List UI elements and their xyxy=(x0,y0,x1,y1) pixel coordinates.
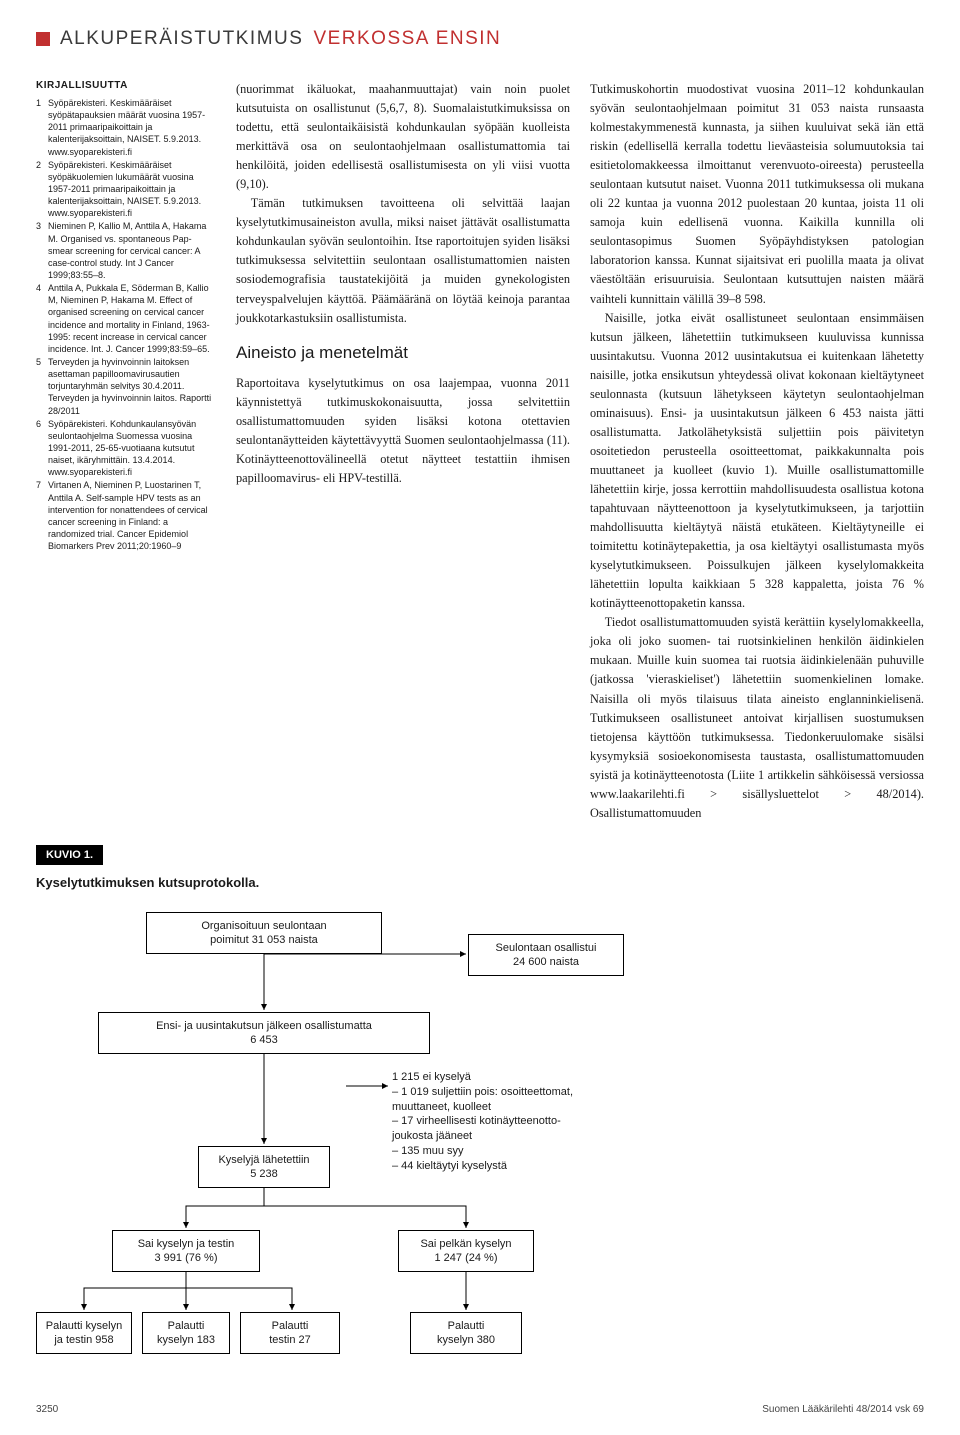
reference-text: Syöpärekisteri. Kohdunkaulansyövän seulo… xyxy=(48,418,216,479)
reference-item: 6Syöpärekisteri. Kohdunkaulansyövän seul… xyxy=(36,418,216,479)
flow-node-f: Sai pelkän kyselyn 1 247 (24 %) xyxy=(398,1230,534,1273)
flow-node-c: Ensi- ja uusintakutsun jälkeen osallistu… xyxy=(98,1012,430,1055)
reference-item: 5Terveyden ja hyvinvoinnin laitoksen ase… xyxy=(36,356,216,417)
reference-item: 2Syöpärekisteri. Keskimääräiset syöpäkuo… xyxy=(36,159,216,220)
flow-node-j: Palautti kyselyn 380 xyxy=(410,1312,522,1355)
reference-item: 1Syöpärekisteri. Keskimääräiset syöpätap… xyxy=(36,97,216,158)
flow-node-d: Kyselyjä lähetettiin 5 238 xyxy=(198,1146,330,1189)
reference-text: Anttila A, Pukkala E, Söderman B, Kallio… xyxy=(48,282,216,355)
middle-text-column: (nuorimmat ikäluokat, maahanmuuttajat) v… xyxy=(236,80,570,488)
journal-ref: Suomen Lääkärilehti 48/2014 vsk 69 xyxy=(762,1404,924,1415)
flow-node-g: Palautti kyselyn ja testin 958 xyxy=(36,1312,132,1355)
right-para-3: Tiedot osallistumattomuuden syistä kerät… xyxy=(590,613,924,823)
section-heading: Aineisto ja menetelmät xyxy=(236,340,570,366)
reference-text: Virtanen A, Nieminen P, Luostarinen T, A… xyxy=(48,479,216,552)
right-para-1: Tutkimuskohortin muodostivat vuosina 201… xyxy=(590,80,924,309)
reference-number: 6 xyxy=(36,418,48,479)
header-word-2: VERKOSSA ENSIN xyxy=(313,28,501,50)
page-footer: 3250 Suomen Lääkärilehti 48/2014 vsk 69 xyxy=(36,1404,924,1415)
figure-title: Kyselytutkimuksen kutsuprotokolla. xyxy=(36,875,642,890)
mid-para-3: Raportoitava kyselytutkimus on osa laaje… xyxy=(236,374,570,488)
reference-item: 4Anttila A, Pukkala E, Söderman B, Kalli… xyxy=(36,282,216,355)
reference-number: 1 xyxy=(36,97,48,158)
flow-node-a: Organisoituun seulontaan poimitut 31 053… xyxy=(146,912,382,955)
figure-label: KUVIO 1. xyxy=(36,845,103,865)
flow-node-b: Seulontaan osallistui 24 600 naista xyxy=(468,934,624,977)
flow-node-h: Palautti kyselyn 183 xyxy=(142,1312,230,1355)
reference-number: 5 xyxy=(36,356,48,417)
reference-number: 4 xyxy=(36,282,48,355)
reference-number: 3 xyxy=(36,220,48,281)
right-text-column: Tutkimuskohortin muodostivat vuosina 201… xyxy=(590,80,924,823)
reference-text: Syöpärekisteri. Keskimääräiset syöpätapa… xyxy=(48,97,216,158)
references-title: KIRJALLISUUTTA xyxy=(36,80,216,91)
flow-node-i: Palautti testin 27 xyxy=(240,1312,340,1355)
references-list: 1Syöpärekisteri. Keskimääräiset syöpätap… xyxy=(36,97,216,552)
reference-text: Syöpärekisteri. Keskimääräiset syöpäkuol… xyxy=(48,159,216,220)
mid-para-2: Tämän tutkimuksen tavoitteena oli selvit… xyxy=(236,194,570,327)
flow-side-text: 1 215 ei kyselyä – 1 019 suljettiin pois… xyxy=(392,1070,636,1174)
right-para-2: Naisille, jotka eivät osallistuneet seul… xyxy=(590,309,924,614)
reference-number: 7 xyxy=(36,479,48,552)
reference-item: 3Nieminen P, Kallio M, Anttila A, Hakama… xyxy=(36,220,216,281)
reference-text: Nieminen P, Kallio M, Anttila A, Hakama … xyxy=(48,220,216,281)
header-word-1: ALKUPERÄISTUTKIMUS xyxy=(60,28,303,50)
header-accent-square xyxy=(36,32,50,46)
flowchart: Organisoituun seulontaan poimitut 31 053… xyxy=(36,906,642,1376)
reference-number: 2 xyxy=(36,159,48,220)
figure-1: KUVIO 1. Kyselytutkimuksen kutsuprotokol… xyxy=(36,845,642,1376)
three-column-layout: KIRJALLISUUTTA 1Syöpärekisteri. Keskimää… xyxy=(36,80,924,823)
section-header: ALKUPERÄISTUTKIMUS VERKOSSA ENSIN xyxy=(36,28,924,50)
reference-item: 7Virtanen A, Nieminen P, Luostarinen T, … xyxy=(36,479,216,552)
references-column: KIRJALLISUUTTA 1Syöpärekisteri. Keskimää… xyxy=(36,80,216,553)
reference-text: Terveyden ja hyvinvoinnin laitoksen aset… xyxy=(48,356,216,417)
page-number: 3250 xyxy=(36,1404,58,1415)
flow-node-e: Sai kyselyn ja testin 3 991 (76 %) xyxy=(112,1230,260,1273)
mid-para-1: (nuorimmat ikäluokat, maahanmuuttajat) v… xyxy=(236,80,570,194)
